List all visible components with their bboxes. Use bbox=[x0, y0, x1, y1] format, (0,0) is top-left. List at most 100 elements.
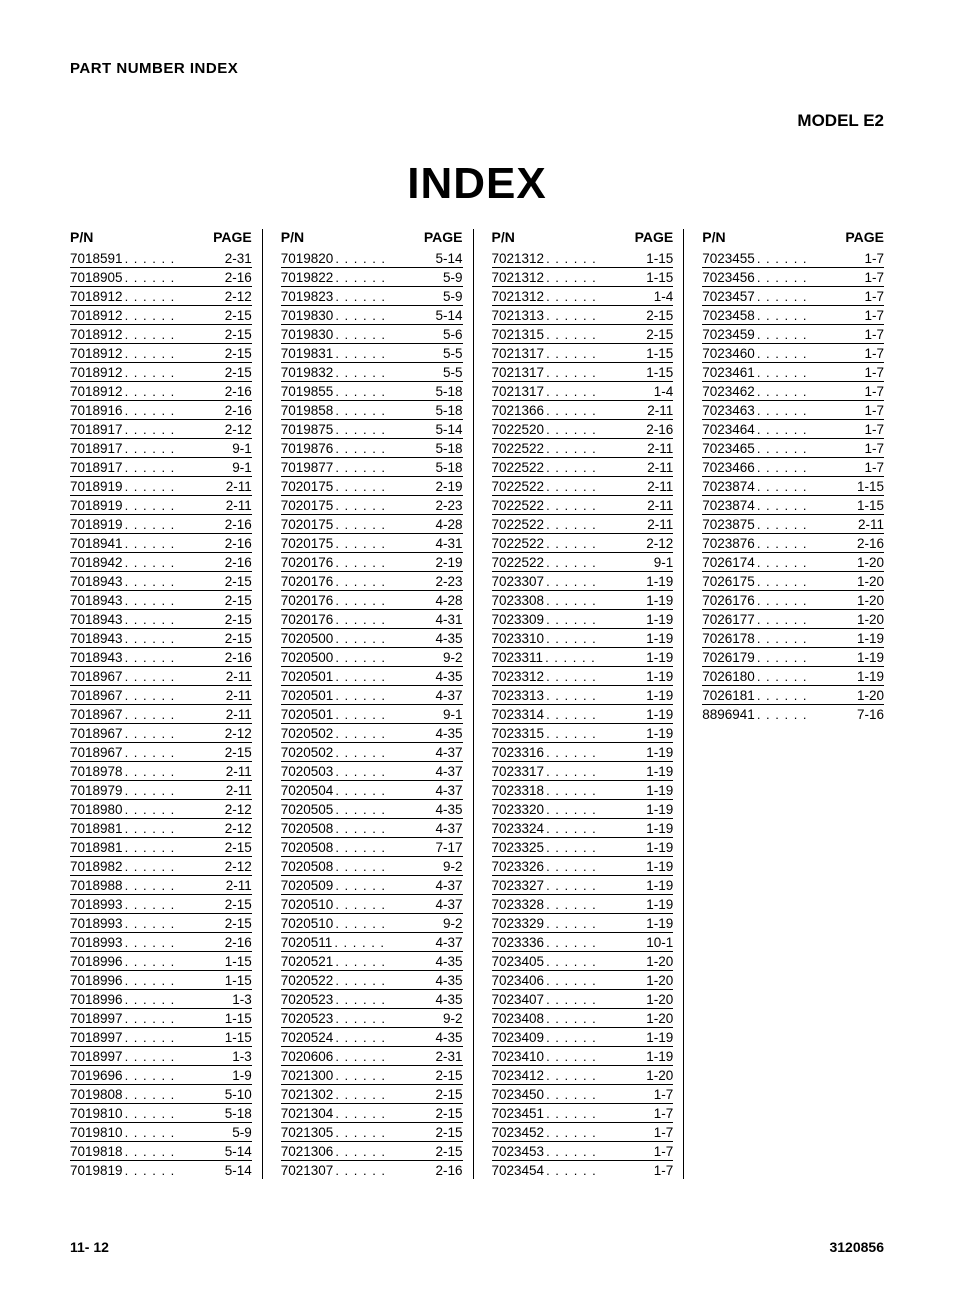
part-number: 7023316 bbox=[492, 746, 545, 760]
page-ref: 2-16 bbox=[857, 537, 884, 551]
part-number: 7023325 bbox=[492, 841, 545, 855]
index-row: 7018988 . . . . . . 2-11 bbox=[70, 876, 252, 895]
page-ref: 1-19 bbox=[857, 651, 884, 665]
index-row: 7018982 . . . . . . 2-12 bbox=[70, 857, 252, 876]
part-number: 7023463 bbox=[702, 404, 755, 418]
part-number: 7018943 bbox=[70, 613, 123, 627]
part-number: 7023318 bbox=[492, 784, 545, 798]
part-number: 7020500 bbox=[281, 632, 334, 646]
index-row: 7019808 . . . . . . 5-10 bbox=[70, 1085, 252, 1104]
page-ref: 1-20 bbox=[646, 1012, 673, 1026]
page-ref: 1-7 bbox=[864, 271, 884, 285]
part-number: 7022522 bbox=[492, 537, 545, 551]
part-number: 7023460 bbox=[702, 347, 755, 361]
part-number: 7020175 bbox=[281, 537, 334, 551]
part-number: 7019696 bbox=[70, 1069, 123, 1083]
leader-dots: . . . . . . bbox=[123, 632, 225, 645]
leader-dots: . . . . . . bbox=[123, 1145, 225, 1158]
part-number: 7018591 bbox=[70, 252, 123, 266]
page-ref: 1-7 bbox=[864, 366, 884, 380]
page-ref: 7-17 bbox=[435, 841, 462, 855]
page-ref: 1-19 bbox=[646, 860, 673, 874]
index-row: 7018917 . . . . . . 9-1 bbox=[70, 439, 252, 458]
leader-dots: . . . . . . bbox=[333, 1069, 435, 1082]
leader-dots: . . . . . . bbox=[755, 309, 865, 322]
leader-dots: . . . . . . bbox=[333, 290, 443, 303]
part-number: 7023308 bbox=[492, 594, 545, 608]
page-ref: 5-5 bbox=[443, 347, 463, 361]
leader-dots: . . . . . . bbox=[333, 556, 435, 569]
page-ref: 2-11 bbox=[858, 518, 884, 532]
part-number: 7020501 bbox=[281, 689, 334, 703]
index-row: 7019823 . . . . . . 5-9 bbox=[281, 287, 463, 306]
leader-dots: . . . . . . bbox=[544, 936, 646, 949]
part-number: 7023327 bbox=[492, 879, 545, 893]
part-number: 7023461 bbox=[702, 366, 755, 380]
page-ref: 4-28 bbox=[435, 594, 462, 608]
page-ref: 2-15 bbox=[646, 309, 673, 323]
page-ref: 2-15 bbox=[225, 613, 252, 627]
leader-dots: . . . . . . bbox=[544, 1069, 646, 1082]
part-number: 7023453 bbox=[492, 1145, 545, 1159]
index-row: 7018591 . . . . . . 2-31 bbox=[70, 249, 252, 268]
leader-dots: . . . . . . bbox=[123, 898, 225, 911]
page-ref: 1-19 bbox=[646, 841, 673, 855]
index-row: 7018919 . . . . . . 2-11 bbox=[70, 477, 252, 496]
part-number: 7020176 bbox=[281, 594, 334, 608]
page-ref: 2-15 bbox=[225, 898, 252, 912]
index-row: 7018912 . . . . . . 2-15 bbox=[70, 306, 252, 325]
index-row: 8896941 . . . . . . 7-16 bbox=[702, 705, 884, 723]
index-row: 7022522 . . . . . . 9-1 bbox=[492, 553, 674, 572]
leader-dots: . . . . . . bbox=[123, 575, 225, 588]
part-number: 7022522 bbox=[492, 442, 545, 456]
part-number: 7018996 bbox=[70, 955, 123, 969]
part-number: 7023462 bbox=[702, 385, 755, 399]
index-row: 7018919 . . . . . . 2-16 bbox=[70, 515, 252, 534]
part-number: 7020508 bbox=[281, 860, 334, 874]
page-ref: 2-12 bbox=[225, 727, 252, 741]
index-row: 7018967 . . . . . . 2-11 bbox=[70, 705, 252, 724]
index-row: 7020606 . . . . . . 2-31 bbox=[281, 1047, 463, 1066]
index-row: 7023459 . . . . . . 1-7 bbox=[702, 325, 884, 344]
page-ref: 1-19 bbox=[857, 632, 884, 646]
page-ref: 2-11 bbox=[226, 670, 252, 684]
page-ref: 2-15 bbox=[225, 575, 252, 589]
page-ref: 1-15 bbox=[225, 974, 252, 988]
page-ref: 1-3 bbox=[232, 993, 252, 1007]
leader-dots: . . . . . . bbox=[755, 347, 865, 360]
index-column: P/NPAGE7019820 . . . . . . 5-147019822 .… bbox=[281, 229, 474, 1179]
leader-dots: . . . . . . bbox=[123, 404, 225, 417]
page-ref: 1-20 bbox=[857, 689, 884, 703]
part-number: 7021312 bbox=[492, 290, 545, 304]
index-row: 7018967 . . . . . . 2-15 bbox=[70, 743, 252, 762]
leader-dots: . . . . . . bbox=[544, 1031, 646, 1044]
index-row: 7018981 . . . . . . 2-12 bbox=[70, 819, 252, 838]
index-row: 7020501 . . . . . . 9-1 bbox=[281, 705, 463, 724]
index-row: 7020500 . . . . . . 9-2 bbox=[281, 648, 463, 667]
index-row: 7026176 . . . . . . 1-20 bbox=[702, 591, 884, 610]
leader-dots: . . . . . . bbox=[123, 328, 225, 341]
part-number: 7023412 bbox=[492, 1069, 545, 1083]
leader-dots: . . . . . . bbox=[333, 765, 435, 778]
leader-dots: . . . . . . bbox=[333, 1031, 435, 1044]
page-ref: 1-19 bbox=[646, 689, 673, 703]
index-row: 7023316 . . . . . . 1-19 bbox=[492, 743, 674, 762]
page-ref: 1-19 bbox=[646, 1050, 673, 1064]
part-number: 7018905 bbox=[70, 271, 123, 285]
col-hdr-page: PAGE bbox=[424, 229, 463, 245]
index-row: 7019820 . . . . . . 5-14 bbox=[281, 249, 463, 268]
index-row: 7023409 . . . . . . 1-19 bbox=[492, 1028, 674, 1047]
page-ref: 1-19 bbox=[646, 822, 673, 836]
index-row: 7021315 . . . . . . 2-15 bbox=[492, 325, 674, 344]
page-ref: 1-15 bbox=[857, 499, 884, 513]
index-row: 7023405 . . . . . . 1-20 bbox=[492, 952, 674, 971]
index-row: 7018978 . . . . . . 2-11 bbox=[70, 762, 252, 781]
leader-dots: . . . . . . bbox=[755, 423, 865, 436]
page-ref: 2-16 bbox=[646, 423, 673, 437]
index-row: 7018981 . . . . . . 2-15 bbox=[70, 838, 252, 857]
leader-dots: . . . . . . bbox=[123, 841, 225, 854]
index-row: 7026181 . . . . . . 1-20 bbox=[702, 686, 884, 705]
page-ref: 5-14 bbox=[435, 423, 462, 437]
part-number: 7023310 bbox=[492, 632, 545, 646]
leader-dots: . . . . . . bbox=[544, 803, 646, 816]
